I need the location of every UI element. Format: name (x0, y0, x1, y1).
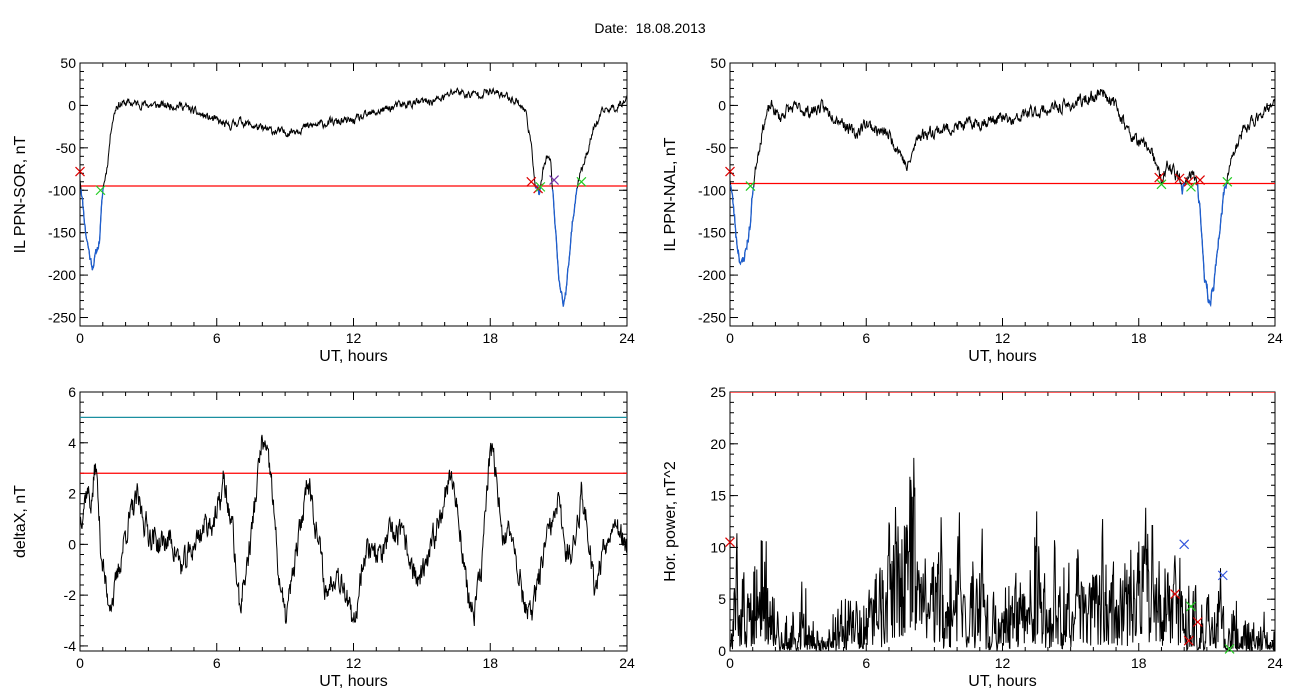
below-threshold-segment (1180, 181, 1186, 195)
y-tick-label: 15 (710, 488, 726, 504)
x-tick-label: 6 (213, 330, 221, 346)
event-marker (1170, 589, 1181, 599)
x-tick-label: 6 (862, 655, 870, 671)
event-marker (1183, 176, 1194, 187)
y-tick-label: 6 (68, 384, 76, 400)
x-tick-label: 24 (1267, 655, 1283, 671)
event-marker (1179, 539, 1190, 550)
x-tick-label: 12 (995, 330, 1011, 346)
event-marker (1222, 176, 1233, 187)
event-marker (745, 181, 756, 191)
x-tick-label: 24 (619, 330, 635, 346)
below-threshold-segment (80, 186, 105, 271)
x-tick-label: 0 (76, 655, 84, 671)
event-marker (1192, 617, 1203, 627)
y-tick-label: 20 (710, 436, 726, 452)
y-tick-label: 4 (68, 435, 76, 451)
y-tick-label: 5 (718, 591, 726, 607)
x-tick-label: 12 (346, 330, 362, 346)
x-tick-label: 24 (619, 655, 635, 671)
y-tick-label: -100 (698, 182, 726, 198)
y-tick-label: -50 (56, 140, 76, 156)
event-marker (1156, 179, 1167, 190)
y-tick-label: -250 (698, 310, 726, 326)
y-tick-label: 50 (60, 55, 76, 71)
y-tick-label: 0 (718, 643, 726, 659)
y-tick-label: 0 (68, 97, 76, 113)
x-tick-label: 12 (995, 655, 1011, 671)
below-threshold-segment (1196, 183, 1228, 308)
event-marker (725, 537, 735, 548)
event-marker (1224, 644, 1235, 654)
x-tick-label: 18 (1131, 655, 1147, 671)
event-marker (1195, 175, 1205, 186)
y-tick-label: 50 (710, 55, 726, 71)
y-tick-label: -2 (64, 587, 77, 603)
chart-il-nal: 0 6 12 18 24 50 0 -50 -100 -150 -200 -250 UT, hours I… (662, 55, 1283, 365)
plot-area (730, 392, 1275, 651)
event-marker (1186, 601, 1196, 612)
x-axis-label: UT, hours (319, 348, 387, 365)
plot-area (730, 88, 1275, 308)
event-marker (1217, 570, 1228, 581)
y-tick-label: 25 (710, 384, 726, 400)
x-tick-label: 6 (213, 655, 221, 671)
below-threshold-segment (551, 187, 578, 307)
event-marker (576, 176, 587, 187)
x-tick-label: 0 (76, 330, 84, 346)
y-tick-label: -100 (48, 182, 76, 198)
x-axis-label: UT, hours (319, 673, 387, 690)
event-marker (1174, 173, 1185, 184)
x-tick-label: 24 (1267, 330, 1283, 346)
plot-area (80, 416, 627, 627)
chart-hor-power: 0 6 12 18 24 25 20 15 10 5 0 UT, hours Hor. power, n… (662, 384, 1283, 690)
x-axis-label: UT, hours (968, 673, 1036, 690)
y-axis-label: Hor. power, nT^2 (662, 461, 679, 582)
y-tick-label: 10 (710, 539, 726, 555)
y-tick-label: 0 (718, 97, 726, 113)
y-axis-label: IL PPN-SOR, nT (12, 135, 29, 253)
event-marker (75, 166, 85, 177)
y-tick-label: -150 (698, 225, 726, 241)
event-marker (535, 181, 546, 192)
y-tick-label: -4 (64, 638, 77, 654)
plot-frame (79, 391, 628, 652)
event-marker (1186, 181, 1196, 192)
x-tick-label: 18 (482, 655, 498, 671)
y-axis-label: deltaX, nT (12, 485, 29, 558)
event-marker (1154, 172, 1165, 183)
y-axis-label: IL PPN-NAL, nT (662, 137, 679, 251)
y-tick-label: -250 (48, 310, 76, 326)
below-threshold-segment (730, 184, 755, 266)
series-line (730, 88, 1275, 307)
y-tick-label: -200 (48, 267, 76, 283)
chart-deltax: 0 6 12 18 24 6 4 2 0 -2 -4 UT, hours deltaX, nT (12, 384, 635, 690)
plot-frame (729, 62, 1276, 327)
figure-title: Date: 18.08.2013 (594, 20, 706, 36)
y-tick-label: -50 (706, 140, 726, 156)
x-tick-label: 0 (726, 330, 734, 346)
y-tick-label: 2 (68, 486, 76, 502)
series-line (80, 434, 627, 627)
event-marker (549, 175, 559, 186)
series-line (730, 457, 1275, 651)
x-tick-label: 18 (1131, 330, 1147, 346)
event-marker (1183, 635, 1194, 646)
event-marker (95, 185, 106, 196)
y-tick-label: -200 (698, 267, 726, 283)
y-tick-label: -150 (48, 225, 76, 241)
x-tick-label: 12 (346, 655, 362, 671)
x-tick-label: 6 (862, 330, 870, 346)
plot-area (80, 86, 627, 307)
event-marker (725, 166, 735, 177)
x-axis-label: UT, hours (968, 348, 1036, 365)
x-tick-label: 0 (726, 655, 734, 671)
x-tick-label: 18 (482, 330, 498, 346)
chart-il-sor: 0 6 12 18 24 50 0 -50 -100 -150 -200 -250 UT, hours I… (12, 55, 635, 365)
series-line (80, 86, 627, 307)
y-tick-label: 0 (68, 536, 76, 552)
